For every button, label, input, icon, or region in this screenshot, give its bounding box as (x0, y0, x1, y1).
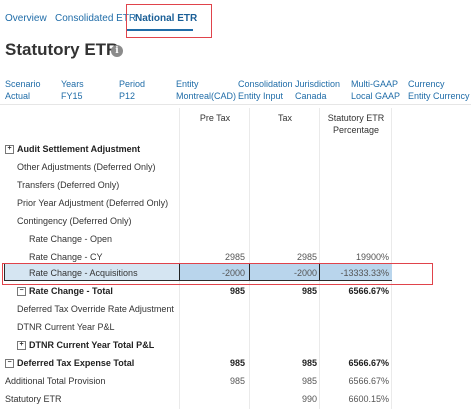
column-header-tax[interactable]: Tax (250, 112, 320, 124)
row-label: Rate Change - CY (29, 252, 103, 262)
divider (0, 104, 471, 105)
pov-jurisdiction[interactable]: Jurisdiction Canada (295, 78, 340, 102)
page-title: Statutory ETR (5, 40, 119, 59)
row-label: Rate Change - Acquisitions (29, 268, 138, 278)
table-row[interactable]: Prior Year Adjustment (Deferred Only) (0, 195, 471, 213)
table-row[interactable]: DTNR Current Year P&L (0, 319, 471, 337)
row-label: Statutory ETR (5, 394, 62, 404)
tab-bar: Overview Consolidated ETR National ETR (0, 0, 471, 38)
cell-pre-tax[interactable]: 2985 (224, 252, 245, 262)
pov-label: Multi-GAAP (351, 79, 399, 89)
cell-etr[interactable]: 6566.67% (348, 358, 389, 368)
column-header-statutory-etr[interactable]: Statutory ETR Percentage (320, 112, 392, 136)
row-label: Deferred Tax Override Rate Adjustment (17, 304, 174, 314)
collapse-icon[interactable]: − (17, 287, 26, 297)
pov-label: Years (61, 79, 84, 89)
table-row[interactable]: + DTNR Current Year Total P&L (0, 337, 471, 355)
cell-etr[interactable]: 6600.15% (348, 394, 389, 404)
row-label: Additional Total Provision (5, 376, 106, 386)
collapse-icon[interactable]: − (5, 359, 14, 369)
selected-cell-tax[interactable] (249, 264, 320, 280)
cell-pre-tax[interactable]: 985 (229, 376, 245, 386)
cell-tax[interactable]: 990 (301, 394, 317, 404)
pov-value: P12 (119, 91, 136, 101)
pov-value: Local GAAP (351, 91, 401, 101)
table-row[interactable]: Contingency (Deferred Only) (0, 213, 471, 231)
table-row[interactable]: Other Adjustments (Deferred Only) (0, 159, 471, 177)
pov-years[interactable]: Years FY15 (61, 78, 84, 102)
pov-consolidation[interactable]: Consolidation Entity Input (238, 78, 293, 102)
cell-etr[interactable]: 6566.67% (348, 286, 389, 296)
row-label: + DTNR Current Year Total P&L (17, 340, 154, 351)
pov-period[interactable]: Period P12 (119, 78, 145, 102)
cell-tax[interactable]: 985 (301, 376, 317, 386)
table-row[interactable]: − Deferred Tax Expense Total 985 985 6566… (0, 355, 471, 373)
tab-consolidated-etr[interactable]: Consolidated ETR (55, 13, 137, 24)
row-label: Contingency (Deferred Only) (17, 216, 132, 226)
column-header-label: Pre Tax (199, 113, 231, 123)
row-label: − Deferred Tax Expense Total (5, 358, 134, 369)
grid-line (249, 108, 250, 409)
row-label: Transfers (Deferred Only) (17, 180, 120, 190)
row-label: Rate Change - Open (29, 234, 113, 244)
grid-line (179, 108, 180, 409)
pov-label: Currency (408, 79, 445, 89)
pov-label: Entity (176, 79, 199, 89)
info-icon[interactable]: i (111, 45, 123, 57)
cell-tax[interactable]: 985 (301, 358, 317, 368)
pov-scenario[interactable]: Scenario Actual (5, 78, 41, 102)
cell-tax[interactable]: 985 (301, 286, 317, 296)
table-row-selected[interactable]: Rate Change - Acquisitions -2000 -2000 -… (0, 265, 471, 283)
cell-tax[interactable]: -2000 (293, 268, 317, 278)
pov-value: Montreal(CAD) (176, 91, 237, 101)
row-label: Other Adjustments (Deferred Only) (17, 162, 156, 172)
row-label: + Audit Settlement Adjustment (5, 144, 140, 155)
row-label: − Rate Change - Total (17, 286, 113, 297)
pov-label: Jurisdiction (295, 79, 341, 89)
column-header-label: Statutory ETR (327, 113, 385, 123)
grid-line (391, 108, 392, 409)
column-header-label: Tax (277, 113, 292, 123)
cell-etr[interactable]: 6566.67% (348, 376, 389, 386)
cell-tax[interactable]: 2985 (296, 252, 317, 262)
pov-multi-gaap[interactable]: Multi-GAAP Local GAAP (351, 78, 400, 102)
data-grid: Pre Tax Tax Statutory ETR Percentage + Au… (0, 108, 471, 409)
table-row[interactable]: Rate Change - Open (0, 231, 471, 249)
pov-value: Entity Input (238, 91, 284, 101)
tab-national-etr[interactable]: National ETR (135, 13, 198, 24)
pov-label: Consolidation (238, 79, 293, 89)
cell-etr[interactable]: 19900% (355, 252, 389, 262)
active-tab-indicator (127, 29, 193, 31)
row-label: DTNR Current Year P&L (17, 322, 115, 332)
selected-cell-etr[interactable] (319, 264, 392, 280)
table-row[interactable]: Rate Change - CY 2985 2985 19900% (0, 249, 471, 267)
pov-currency[interactable]: Currency Entity Currency (408, 78, 470, 102)
pov-label: Period (119, 79, 146, 89)
pov-value: Entity Currency (408, 91, 470, 101)
pov-label: Scenario (5, 79, 41, 89)
pov-entity[interactable]: Entity Montreal(CAD) (176, 78, 236, 102)
table-row[interactable]: Transfers (Deferred Only) (0, 177, 471, 195)
column-header-sublabel: Percentage (332, 125, 380, 135)
pov-value: Canada (295, 91, 327, 101)
table-row[interactable]: Additional Total Provision 985 985 6566.… (0, 373, 471, 391)
table-row[interactable]: + Audit Settlement Adjustment (0, 141, 471, 159)
grid-line (319, 108, 320, 409)
column-header-pre-tax[interactable]: Pre Tax (180, 112, 250, 124)
cell-etr[interactable]: -13333.33% (340, 268, 389, 278)
tab-overview[interactable]: Overview (5, 13, 47, 24)
row-label: Prior Year Adjustment (Deferred Only) (17, 198, 169, 208)
expand-icon[interactable]: + (17, 341, 26, 351)
table-row[interactable]: Statutory ETR 990 6600.15% (0, 391, 471, 409)
expand-icon[interactable]: + (5, 145, 14, 155)
pov-value: Actual (5, 91, 31, 101)
table-row[interactable]: Deferred Tax Override Rate Adjustment (0, 301, 471, 319)
cell-pre-tax[interactable]: 985 (229, 358, 245, 368)
pov-value: FY15 (61, 91, 83, 101)
cell-pre-tax[interactable]: -2000 (221, 268, 245, 278)
selected-cell-pre-tax[interactable] (179, 264, 250, 280)
cell-pre-tax[interactable]: 985 (229, 286, 245, 296)
table-row[interactable]: − Rate Change - Total 985 985 6566.67% (0, 283, 471, 301)
